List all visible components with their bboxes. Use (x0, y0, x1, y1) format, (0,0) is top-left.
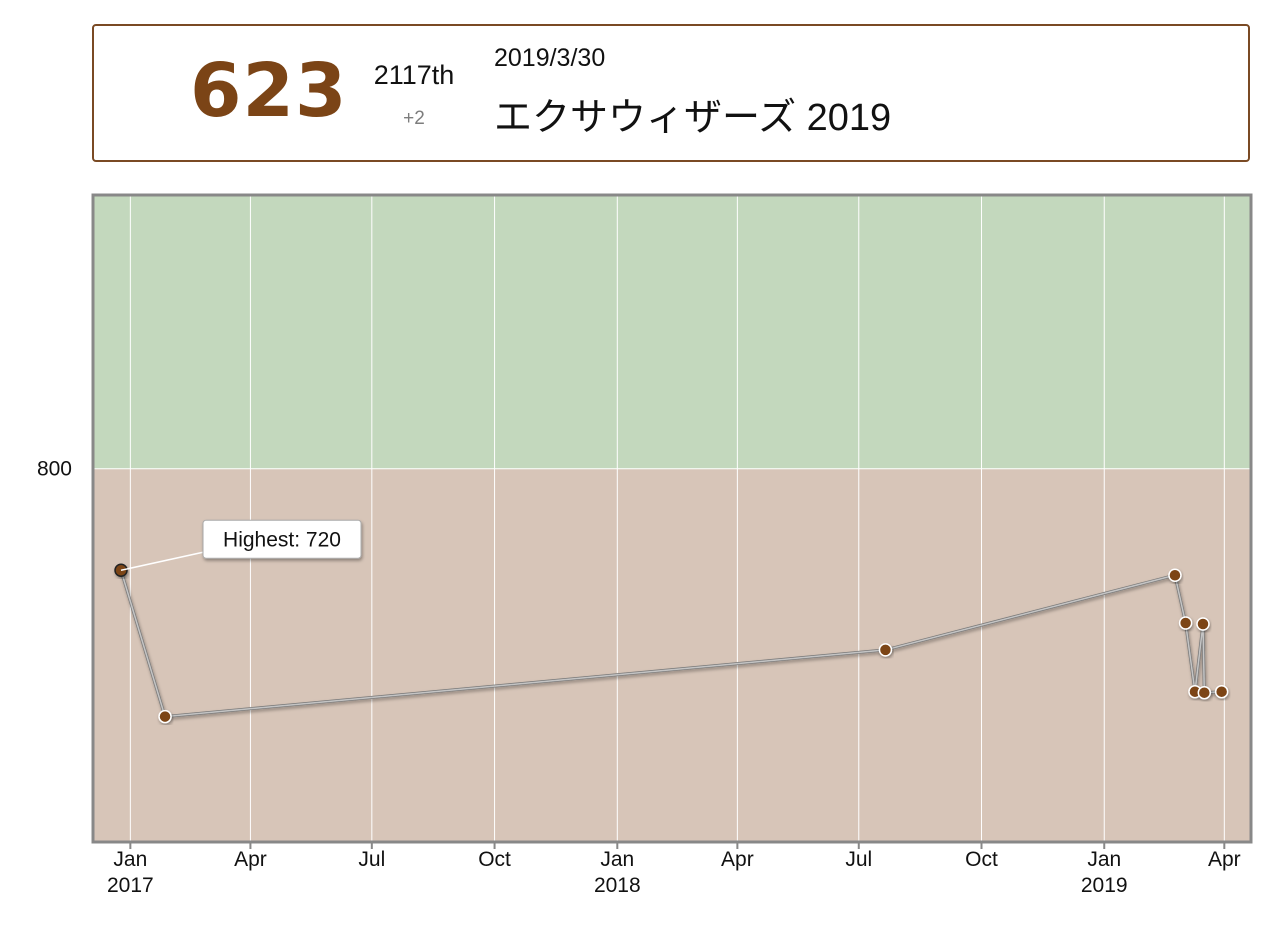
contest-info-card: 623 2117th +2 2019/3/30 エクサウィザーズ 2019 (92, 24, 1250, 162)
x-tick-label: Jan (113, 848, 147, 871)
x-tick-label: Jan (600, 848, 634, 871)
x-axis: Jan 2017 Apr Jul Oct Jan 2018 Apr Jul Oct Jan 2019 A… (107, 842, 1241, 897)
rating-value: 623 (190, 48, 348, 134)
rank-diff: +2 (403, 108, 425, 129)
x-tick-label: Apr (234, 848, 267, 871)
x-tick-label: Jul (358, 848, 385, 871)
contest-date: 2019/3/30 (494, 44, 606, 72)
x-tick-label: Oct (965, 848, 998, 871)
annotation-label: Highest: 720 (223, 528, 341, 551)
x-tick-year-label: 2017 (107, 874, 154, 897)
x-tick-label: Jan (1087, 848, 1121, 871)
x-tick-year-label: 2018 (594, 874, 641, 897)
data-point[interactable] (1214, 684, 1229, 699)
x-tick-label: Oct (478, 848, 511, 871)
annotation-leader (120, 551, 204, 571)
rating-series (114, 563, 1229, 724)
data-point[interactable] (158, 709, 172, 724)
x-tick-label: Jul (845, 848, 872, 871)
grid-lines (93, 195, 1251, 842)
rating-band-0 (93, 195, 1251, 469)
plot-background (93, 195, 1251, 842)
rank-value: 2117th (373, 60, 455, 90)
contest-name: エクサウィザーズ 2019 (494, 97, 892, 139)
data-point[interactable] (1196, 617, 1210, 631)
data-point[interactable] (878, 643, 893, 657)
highest-annotation: Highest: 720 (120, 519, 362, 571)
data-point[interactable] (1168, 568, 1182, 582)
x-tick-label: Apr (1208, 848, 1241, 871)
x-tick-year-label: 2019 (1081, 874, 1128, 897)
data-point[interactable] (1178, 616, 1193, 630)
plot-frame (91, 193, 1253, 844)
x-tick-label: Apr (721, 848, 754, 871)
y-axis: 800 (37, 458, 72, 481)
annotation-box (202, 519, 362, 559)
y-tick-label: 800 (37, 458, 72, 481)
data-point[interactable] (1197, 685, 1212, 700)
